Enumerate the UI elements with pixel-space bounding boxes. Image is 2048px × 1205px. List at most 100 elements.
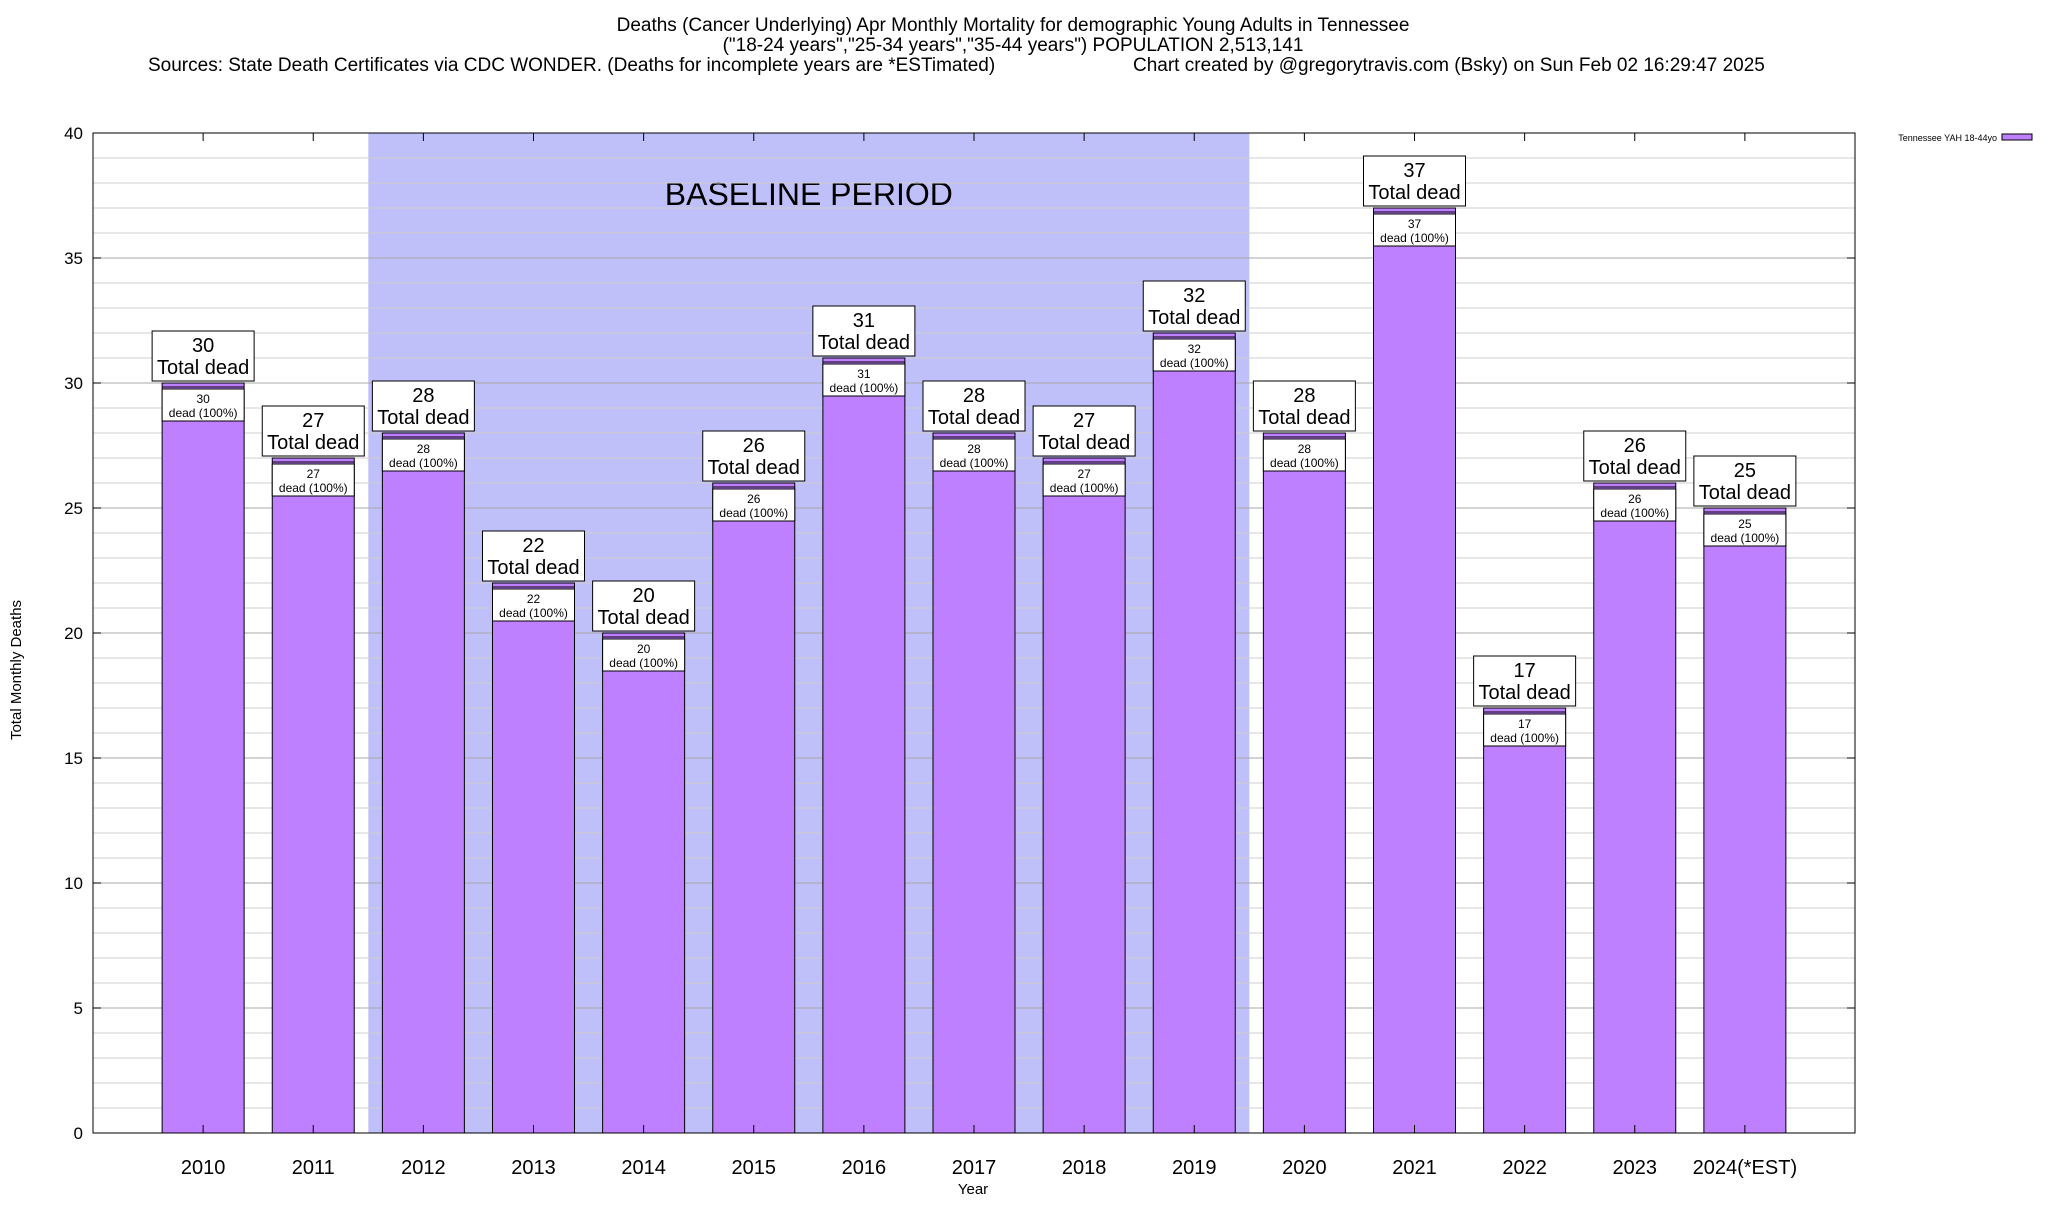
x-tick-label: 2010	[181, 1157, 226, 1179]
inner-label-text: dead (100%)	[719, 506, 788, 520]
total-label-box	[482, 530, 585, 582]
x-tick-label: 2022	[1502, 1157, 1547, 1179]
bar	[161, 382, 245, 1134]
inner-label-value: 32	[1188, 342, 1202, 356]
y-tick-label: 10	[64, 874, 83, 893]
bar	[1042, 457, 1126, 1134]
legend-entry-label: Tennessee YAH 18-44yo	[1898, 133, 1997, 143]
total-label-box	[1252, 380, 1356, 432]
plot-frame	[92, 132, 1856, 1134]
bar	[1483, 707, 1567, 1134]
y-tick-label: 15	[64, 749, 83, 768]
total-label-text: Total dead	[1148, 307, 1240, 329]
inner-label-text: dead (100%)	[1050, 481, 1119, 495]
y-tick-label: 0	[74, 1124, 83, 1143]
total-label-value: 28	[1293, 385, 1315, 407]
total-label-value: 27	[302, 410, 324, 432]
bar	[492, 582, 575, 1134]
chart-subtitle: ("18-24 years","25-34 years","35-44 year…	[723, 35, 1304, 56]
total-label-box	[812, 305, 916, 357]
inner-label-text: dead (100%)	[1380, 231, 1449, 245]
inner-label-value: 37	[1408, 217, 1422, 231]
inner-label-box	[271, 463, 355, 497]
chart-credit: Chart created by @gregorytravis.com (Bsk…	[1133, 55, 1765, 76]
total-label-value: 20	[633, 585, 655, 607]
total-label-value: 26	[743, 435, 765, 457]
inner-label-text: dead (100%)	[1490, 731, 1559, 745]
inner-label-box	[161, 388, 245, 422]
bar	[1152, 332, 1236, 1134]
x-tick-label: 2016	[842, 1157, 887, 1179]
inner-label-value: 22	[527, 592, 541, 606]
inner-label-text: dead (100%)	[609, 656, 678, 670]
total-label-value: 22	[522, 535, 544, 557]
inner-label-value: 27	[1077, 467, 1091, 481]
inner-label-value: 17	[1518, 717, 1532, 731]
chart-sources: Sources: State Death Certificates via CD…	[148, 55, 995, 76]
legend-swatch	[2001, 133, 2033, 141]
total-label-box	[592, 580, 696, 632]
total-label-value: 32	[1183, 285, 1205, 307]
inner-label-box	[822, 363, 906, 397]
total-label-value: 28	[412, 385, 434, 407]
bar	[1593, 482, 1677, 1134]
inner-label-box	[1593, 488, 1677, 522]
total-label-box	[702, 430, 806, 482]
inner-label-box	[1483, 713, 1567, 747]
total-label-text: Total dead	[377, 407, 469, 429]
total-label-text: Total dead	[818, 332, 910, 354]
inner-label-value: 28	[967, 442, 981, 456]
y-tick-label: 20	[64, 624, 83, 643]
total-label-text: Total dead	[157, 357, 249, 379]
bar	[822, 357, 906, 1134]
y-tick-label: 40	[64, 124, 83, 143]
inner-label-value: 26	[1628, 492, 1642, 506]
inner-label-box	[602, 638, 686, 672]
inner-label-text: dead (100%)	[279, 481, 348, 495]
inner-label-box	[1262, 438, 1346, 472]
x-tick-label: 2011	[292, 1157, 335, 1179]
inner-label-box	[1152, 338, 1236, 372]
total-label-box	[151, 330, 255, 382]
bar	[381, 432, 465, 1134]
bar	[1703, 507, 1787, 1134]
bar	[1373, 207, 1456, 1134]
inner-label-text: dead (100%)	[169, 406, 238, 420]
inner-label-value: 26	[747, 492, 761, 506]
total-label-value: 37	[1403, 160, 1425, 182]
y-axis-title: Total Monthly Deaths	[8, 600, 25, 740]
inner-label-value: 31	[857, 367, 871, 381]
total-label-value: 25	[1734, 460, 1756, 482]
bar	[602, 632, 686, 1134]
bar	[932, 432, 1016, 1134]
total-label-box	[371, 380, 475, 432]
inner-label-value: 28	[417, 442, 431, 456]
total-label-value: 17	[1514, 660, 1536, 682]
total-label-box	[1142, 280, 1246, 332]
x-tick-label: 2023	[1613, 1157, 1658, 1179]
total-label-box	[1473, 655, 1577, 707]
bar	[712, 482, 796, 1134]
x-tick-label: 2012	[401, 1157, 446, 1179]
bar	[271, 457, 355, 1134]
x-tick-label: 2021	[1392, 1157, 1437, 1179]
y-tick-label: 35	[64, 249, 83, 268]
total-label-text: Total dead	[597, 607, 689, 629]
total-label-text: Total dead	[487, 557, 579, 579]
x-tick-label: 2024(*EST)	[1693, 1157, 1798, 1179]
x-tick-label: 2017	[952, 1157, 997, 1179]
total-label-text: Total dead	[267, 432, 359, 454]
inner-label-text: dead (100%)	[830, 381, 899, 395]
inner-label-value: 20	[637, 642, 651, 656]
inner-label-box	[1703, 513, 1787, 547]
total-label-text: Total dead	[1478, 682, 1570, 704]
x-tick-label: 2020	[1282, 1157, 1327, 1179]
total-label-text: Total dead	[1368, 182, 1460, 204]
total-label-box	[1583, 430, 1687, 482]
total-label-box	[1693, 455, 1797, 507]
total-label-value: 31	[853, 310, 875, 332]
inner-label-box	[1042, 463, 1126, 497]
